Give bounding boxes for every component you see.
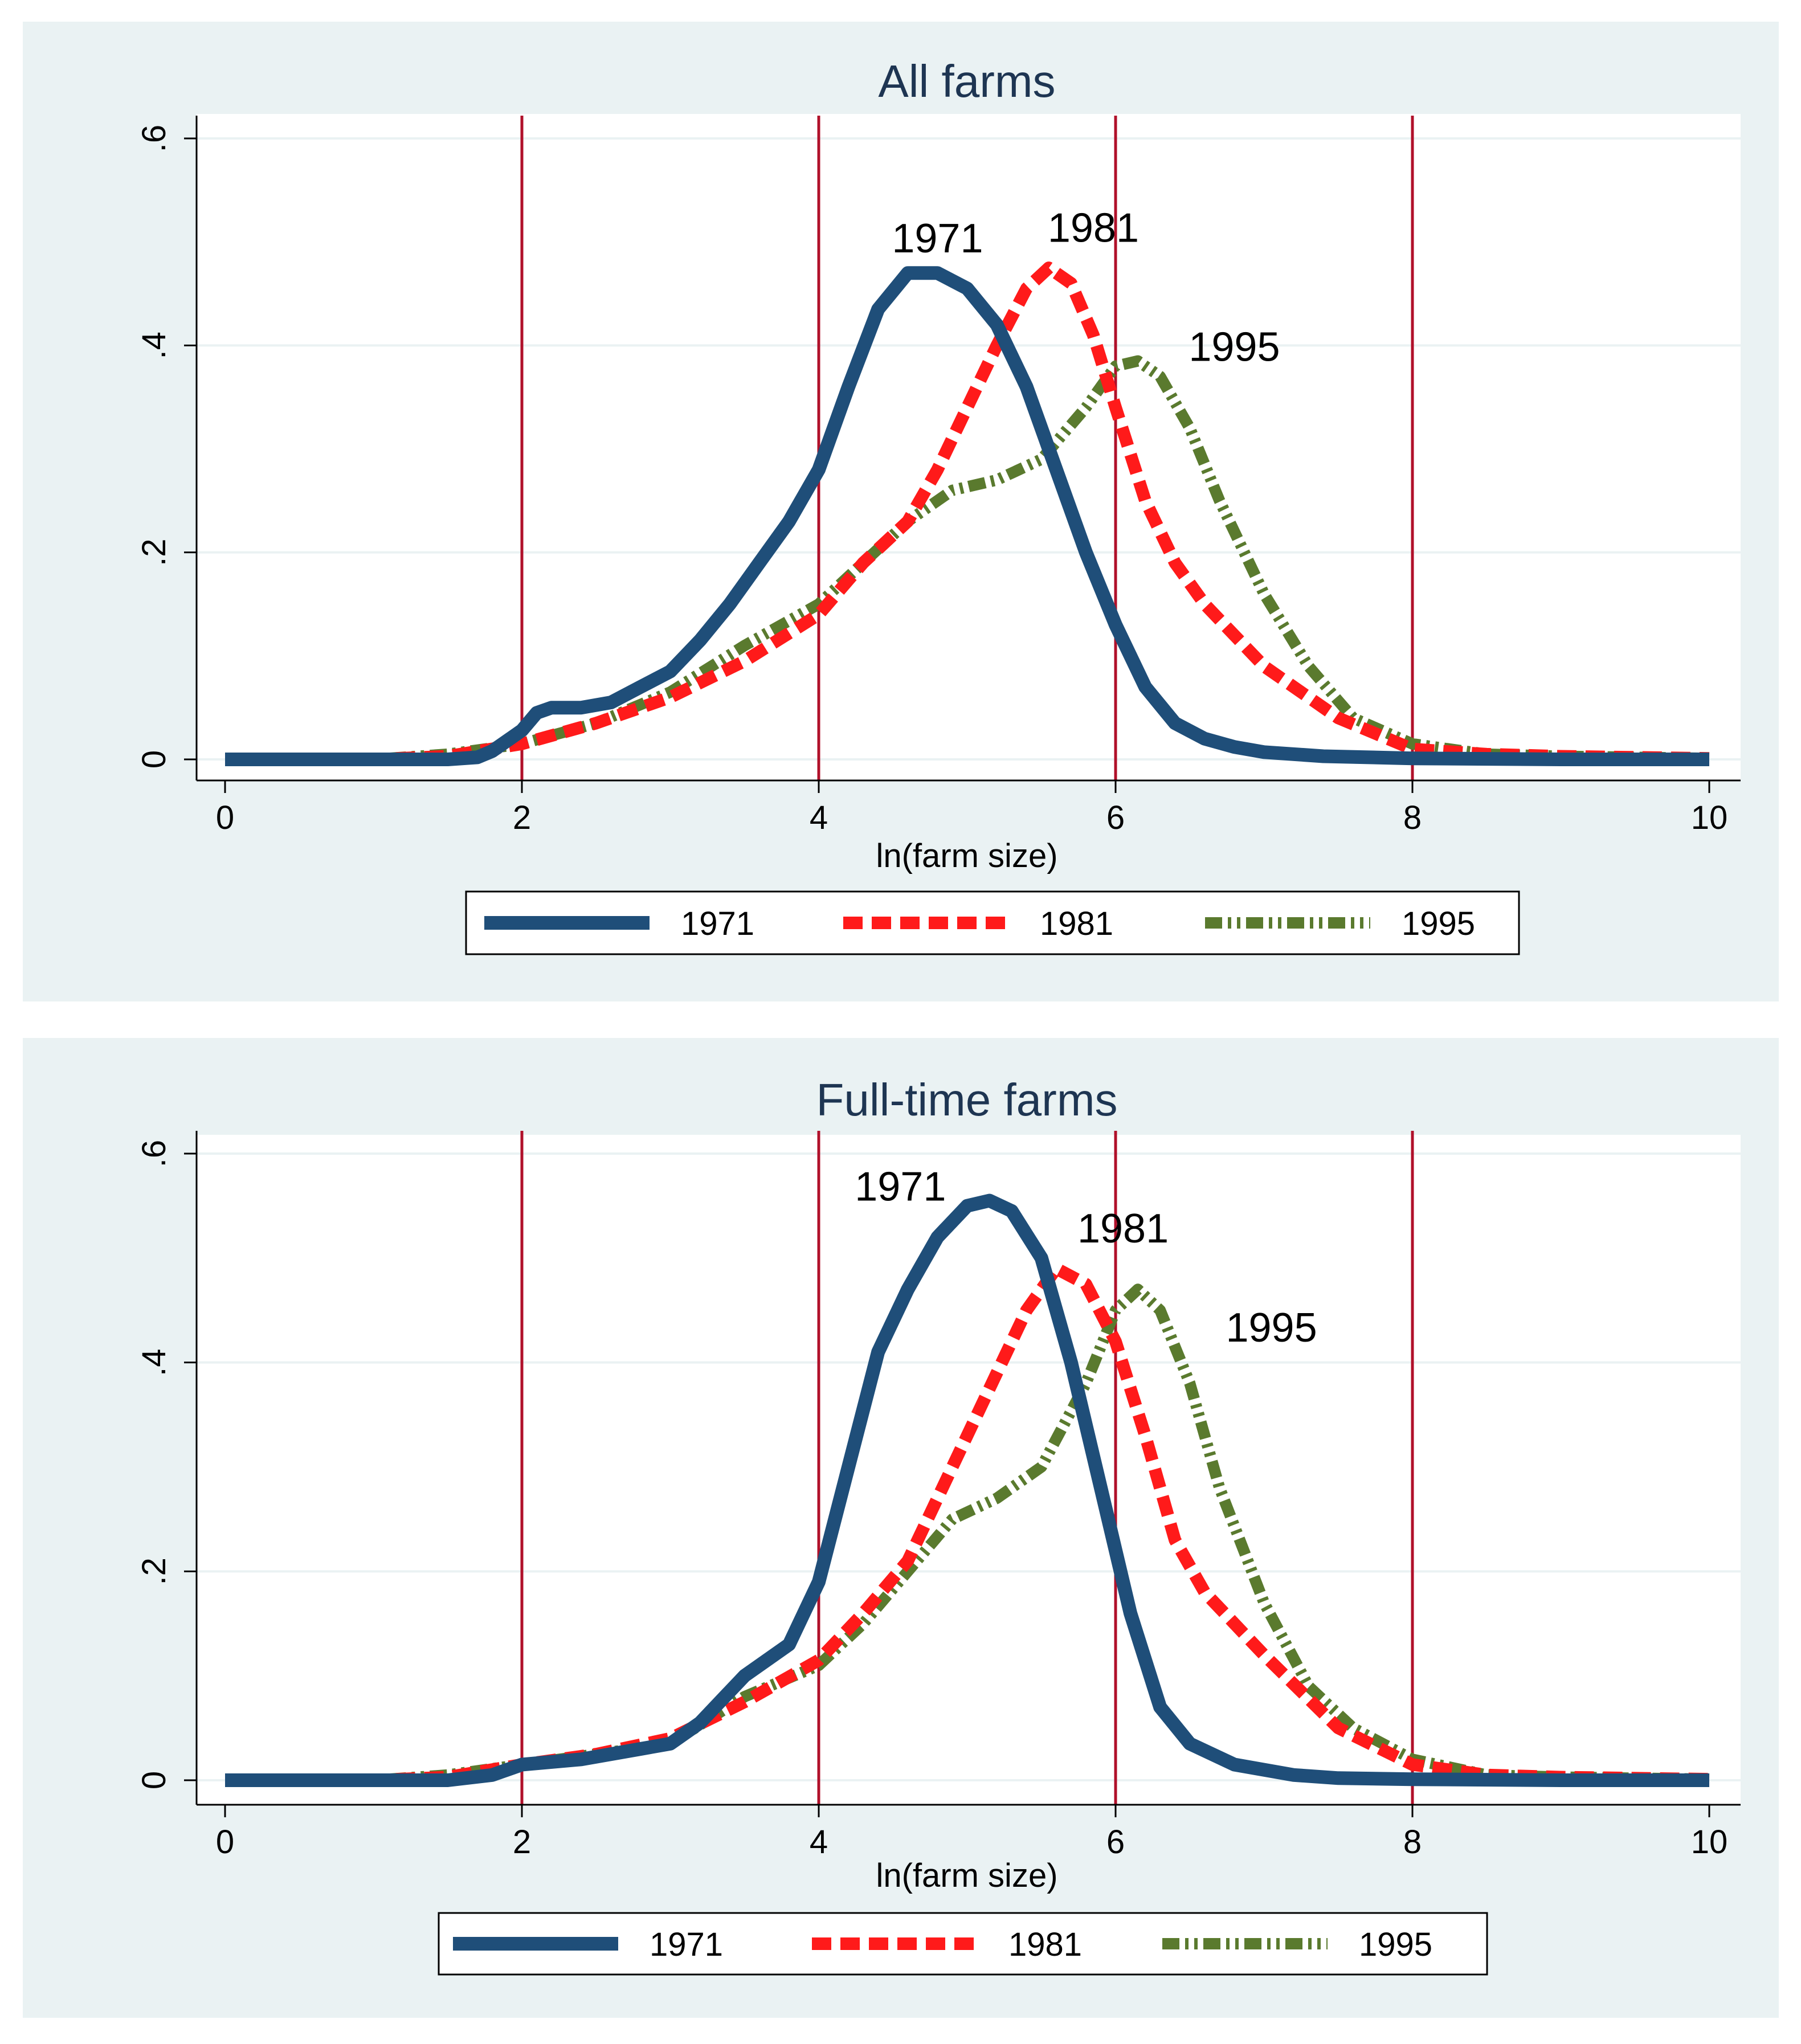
- y-tick-label: .2: [136, 538, 173, 566]
- annotation-label: 1981: [1077, 1206, 1169, 1252]
- y-tick-label: 0: [136, 750, 173, 768]
- series-line-1981: [225, 261, 1710, 766]
- y-tick-label: .4: [136, 332, 173, 359]
- legend: 1971 1981 1995: [465, 890, 1520, 955]
- annotation-label: 1995: [1189, 325, 1280, 370]
- annotation-label: 1995: [1226, 1305, 1317, 1351]
- x-tick-label: 0: [216, 1824, 234, 1861]
- legend-label: 1995: [1402, 905, 1475, 942]
- legend-label: 1995: [1359, 1926, 1432, 1963]
- x-tick-label: 2: [513, 1824, 531, 1861]
- plot-contents: 0 .2 .4 .6 0 2 4 6 8 10 1971 1981 1995: [136, 1131, 1741, 1861]
- x-tick-label: 0: [216, 799, 234, 836]
- x-tick-label: 8: [1403, 799, 1422, 836]
- plot-area: [197, 114, 1741, 780]
- x-tick-label: 4: [810, 799, 828, 836]
- y-tick-label: .2: [136, 1557, 173, 1585]
- series-line-1971: [225, 1193, 1709, 1787]
- plot-contents: 0 .2 .4 .6 0 2 4 6 8 10 1971 1981 1995: [136, 116, 1741, 836]
- x-tick-label: 4: [810, 1824, 828, 1861]
- annotation-label: 1981: [1048, 206, 1139, 251]
- x-tick-label: 8: [1403, 1824, 1422, 1861]
- x-axis-label: ln(farm size): [876, 837, 1057, 874]
- y-tick-label: .4: [136, 1348, 173, 1376]
- plot-area: [197, 1135, 1741, 1806]
- panel-all-farms: All farms 0 .2 .4 .6 0 2 4 6 8 10 1971 1981 1995 ln(…: [23, 22, 1779, 1001]
- legend-label: 1981: [1040, 905, 1113, 942]
- legend-label: 1971: [650, 1926, 723, 1963]
- y-tick-label: .6: [136, 1140, 173, 1167]
- chart-title: All farms: [878, 56, 1055, 107]
- panel-full-time-farms: Full-time farms 0.2.4.60 2 4 6 8 101971198119…: [23, 1038, 1779, 2018]
- y-tick-label: .6: [136, 125, 173, 152]
- legend-label: 1971: [681, 905, 754, 942]
- x-axis-label: ln(farm size): [876, 1857, 1057, 1894]
- chart-title: Full-time farms: [816, 1074, 1118, 1125]
- x-tick-label: 10: [1691, 1824, 1728, 1861]
- annotation-label: 1971: [892, 216, 983, 261]
- x-tick-label: 10: [1691, 799, 1728, 836]
- x-tick-label: 6: [1106, 1824, 1125, 1861]
- annotation-label: 1971: [855, 1164, 946, 1210]
- legend-label: 1981: [1008, 1926, 1082, 1963]
- x-tick-label: 2: [513, 799, 531, 836]
- series-line-1971: [225, 266, 1709, 766]
- legend: 1971 1981 1995: [438, 1912, 1488, 1976]
- y-tick-label: 0: [136, 1771, 173, 1789]
- x-tick-label: 6: [1106, 799, 1125, 836]
- series-line-1995: [225, 355, 1710, 765]
